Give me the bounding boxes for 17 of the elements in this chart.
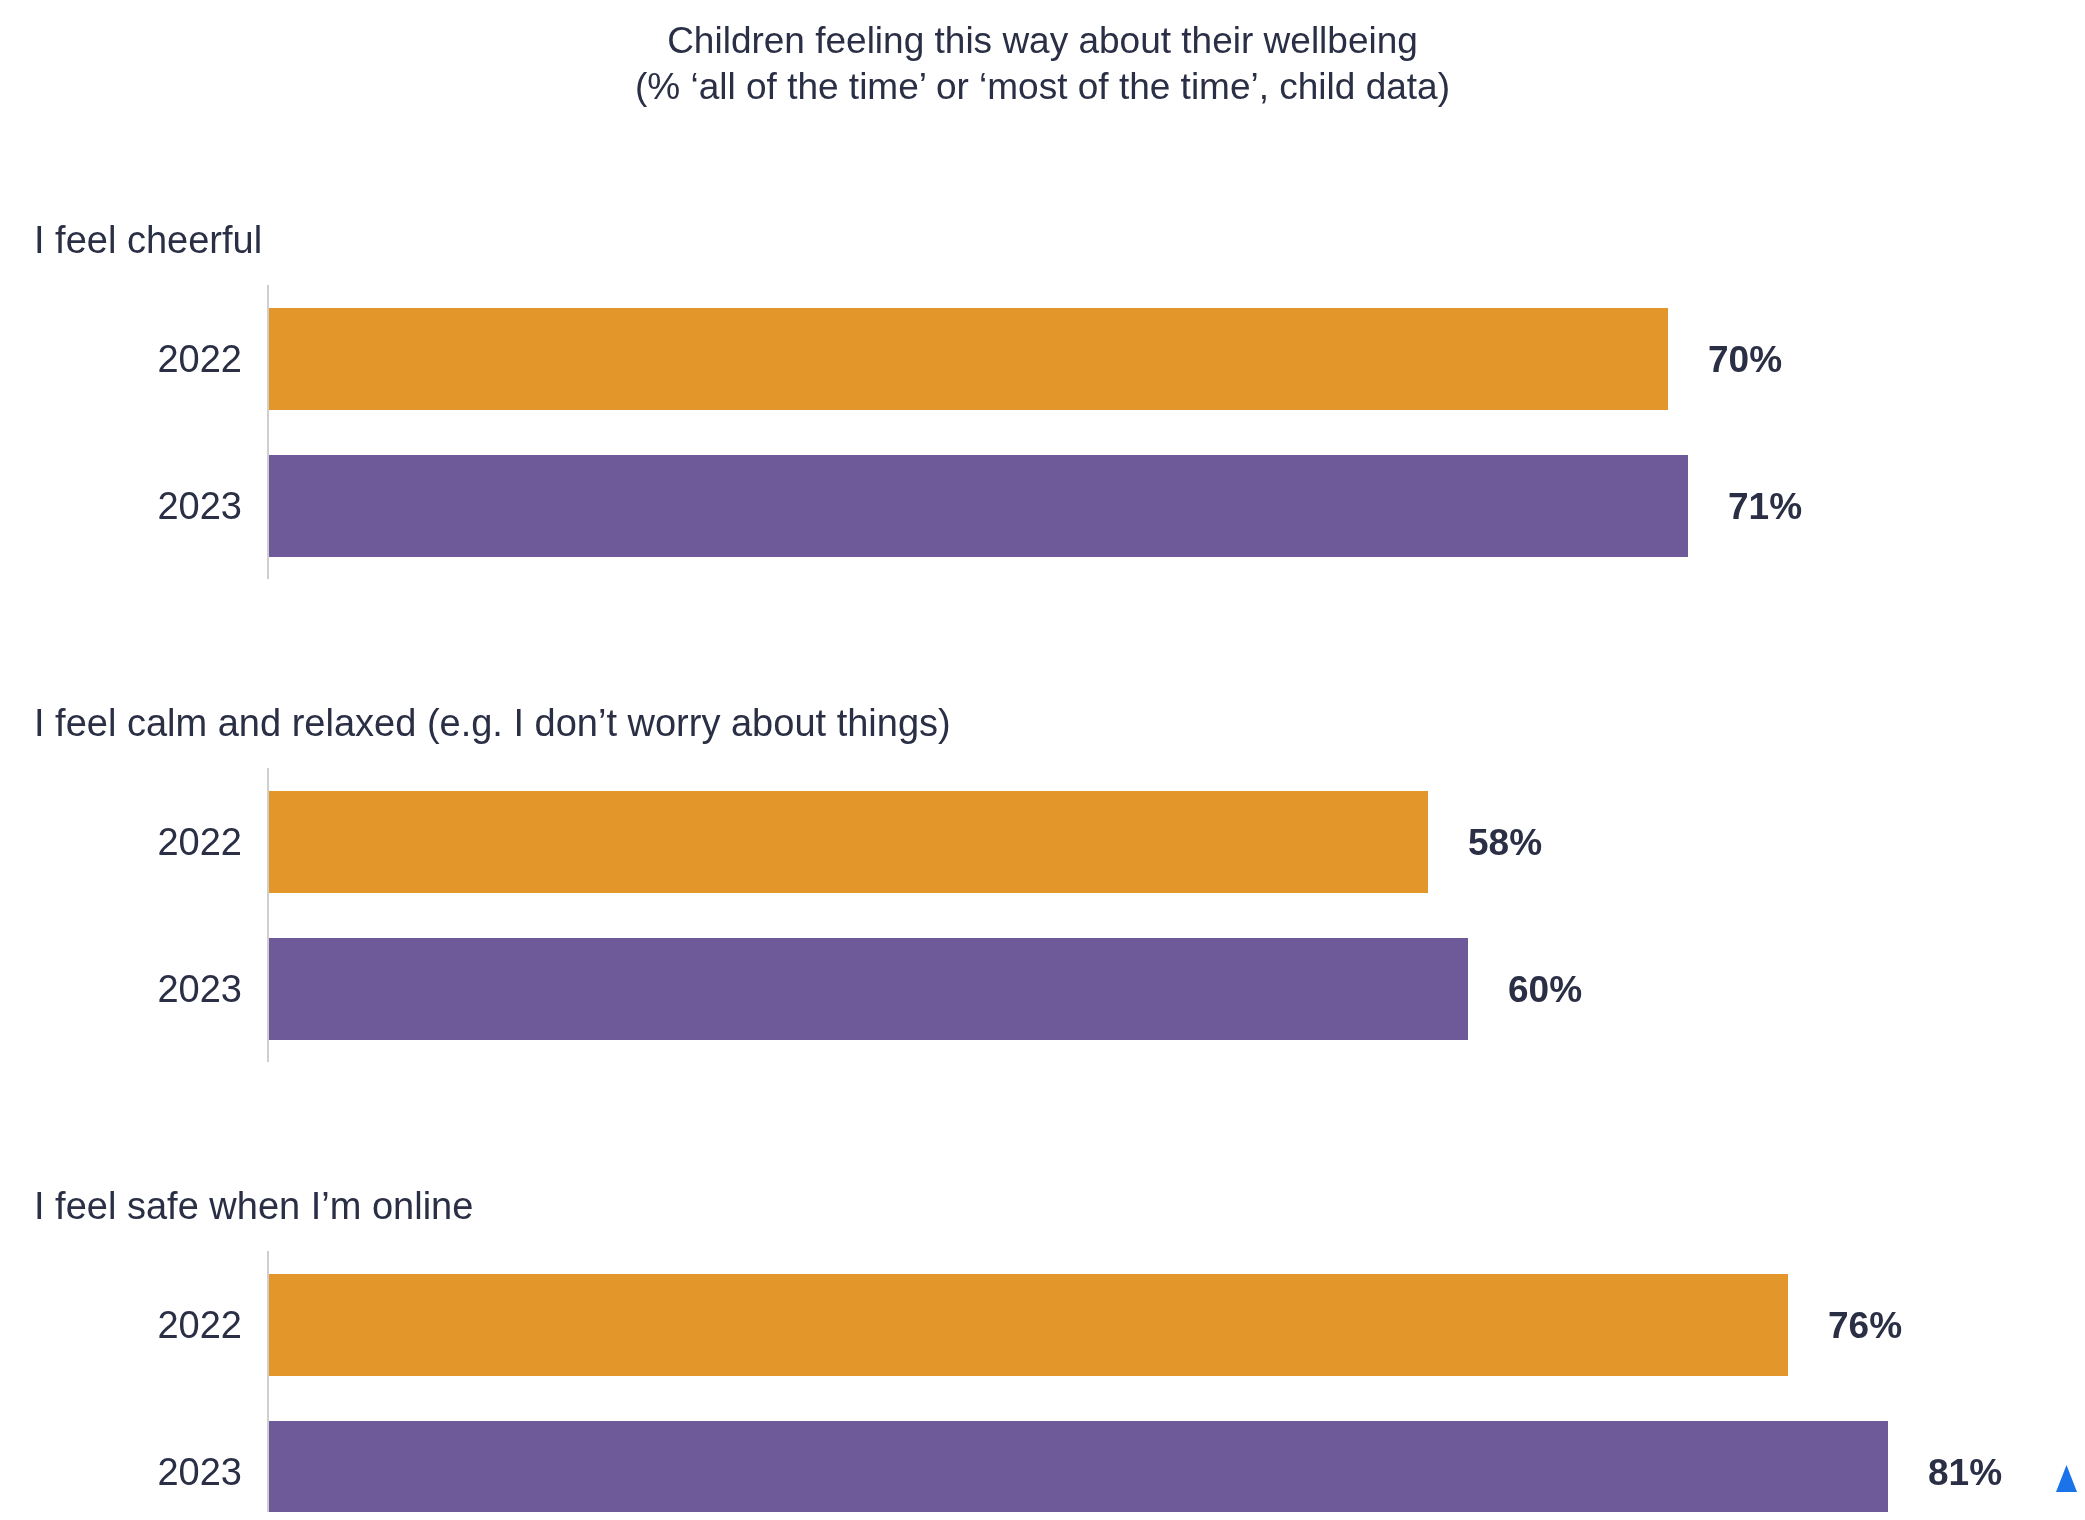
chart-title: I feel safe when I’m online	[34, 1184, 475, 1229]
y-tick-label: 2023	[157, 967, 242, 1010]
y-tick-label: 2022	[157, 820, 242, 863]
y-tick-label: 2022	[157, 337, 242, 380]
chart-title: I feel calm and relaxed (e.g. I don’t worry about things)	[34, 701, 952, 746]
data-label: 58%	[1468, 821, 1543, 863]
data-label: 70%	[1708, 338, 1783, 380]
y-tick-label: 2023	[157, 484, 242, 527]
data-label: 71%	[1728, 485, 1803, 527]
y-tick-label: 2022	[157, 1303, 242, 1346]
data-label: 76%	[1828, 1304, 1903, 1346]
data-label: 60%	[1508, 968, 1583, 1010]
chart-title: I feel cheerful	[34, 218, 264, 263]
y-tick-label: 2023	[157, 1450, 242, 1493]
text: (% ‘all of the time’ or ‘most of the time’, child data)	[634, 65, 1451, 109]
text: Children feeling this way about their wellbeing	[666, 19, 1419, 63]
data-label: 81%	[1928, 1451, 2003, 1493]
